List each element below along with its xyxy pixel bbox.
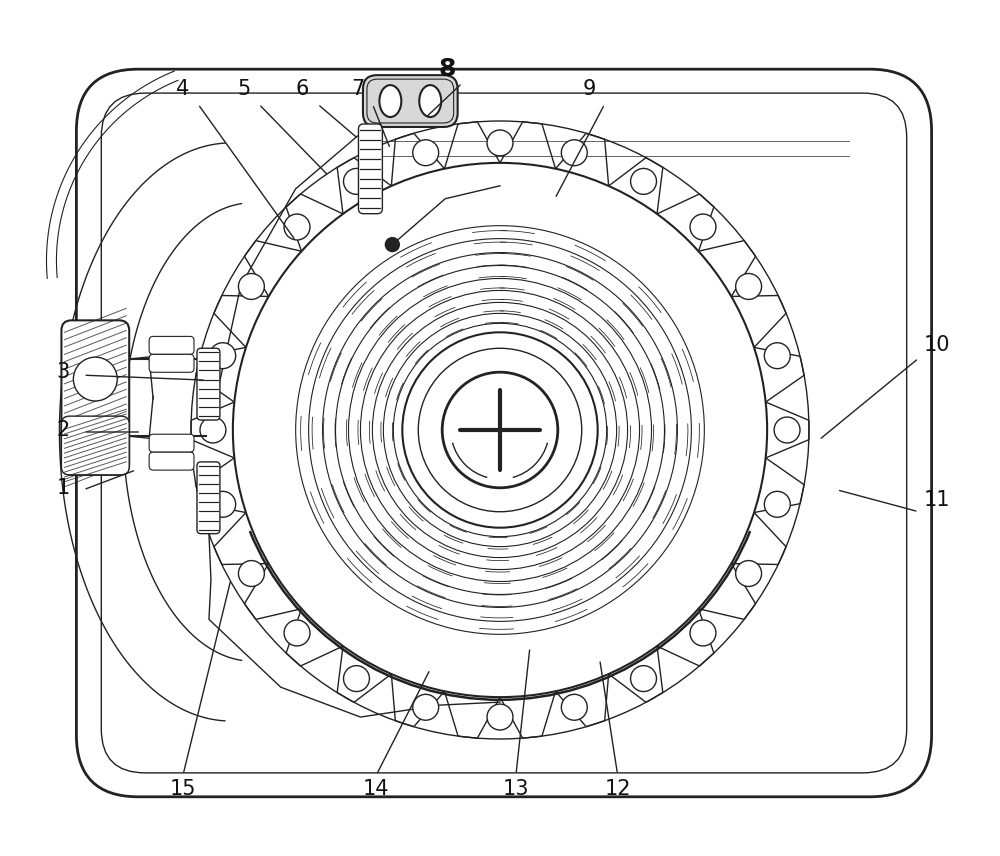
Ellipse shape	[419, 85, 441, 117]
Circle shape	[736, 274, 762, 300]
Text: 13: 13	[503, 779, 529, 799]
Circle shape	[690, 214, 716, 240]
Circle shape	[385, 238, 399, 252]
FancyBboxPatch shape	[149, 434, 194, 452]
Circle shape	[736, 561, 762, 586]
FancyBboxPatch shape	[149, 336, 194, 354]
FancyBboxPatch shape	[61, 416, 129, 475]
Circle shape	[344, 666, 369, 692]
Text: 6: 6	[296, 79, 309, 99]
FancyBboxPatch shape	[149, 452, 194, 470]
Text: 3: 3	[57, 362, 70, 382]
Text: 9: 9	[583, 79, 596, 99]
FancyBboxPatch shape	[61, 320, 129, 475]
Circle shape	[561, 694, 587, 720]
FancyBboxPatch shape	[149, 354, 194, 372]
Text: 8: 8	[438, 57, 456, 81]
FancyBboxPatch shape	[197, 462, 220, 533]
Circle shape	[413, 140, 439, 166]
Circle shape	[442, 372, 558, 488]
Circle shape	[238, 274, 264, 300]
Text: 15: 15	[170, 779, 196, 799]
Ellipse shape	[379, 85, 401, 117]
Circle shape	[233, 163, 767, 697]
Text: 10: 10	[923, 336, 950, 355]
Circle shape	[764, 342, 790, 369]
Circle shape	[413, 694, 439, 720]
Circle shape	[774, 417, 800, 443]
Circle shape	[487, 130, 513, 156]
Circle shape	[487, 704, 513, 730]
Text: 5: 5	[237, 79, 250, 99]
Circle shape	[764, 491, 790, 517]
Text: 14: 14	[363, 779, 390, 799]
Text: 2: 2	[57, 420, 70, 440]
Circle shape	[631, 666, 656, 692]
Text: 11: 11	[923, 490, 950, 510]
Text: 12: 12	[604, 779, 631, 799]
FancyBboxPatch shape	[363, 75, 458, 127]
Circle shape	[284, 620, 310, 646]
Circle shape	[73, 357, 117, 401]
Circle shape	[210, 342, 236, 369]
Circle shape	[210, 491, 236, 517]
Circle shape	[344, 169, 369, 194]
FancyBboxPatch shape	[76, 69, 932, 797]
Circle shape	[690, 620, 716, 646]
Circle shape	[402, 332, 598, 527]
FancyBboxPatch shape	[197, 348, 220, 420]
Circle shape	[631, 169, 656, 194]
Circle shape	[284, 214, 310, 240]
Circle shape	[561, 140, 587, 166]
Circle shape	[200, 417, 226, 443]
Text: 7: 7	[351, 79, 364, 99]
FancyBboxPatch shape	[358, 124, 382, 214]
Text: 4: 4	[176, 79, 190, 99]
Circle shape	[238, 561, 264, 586]
Text: 1: 1	[57, 478, 70, 498]
